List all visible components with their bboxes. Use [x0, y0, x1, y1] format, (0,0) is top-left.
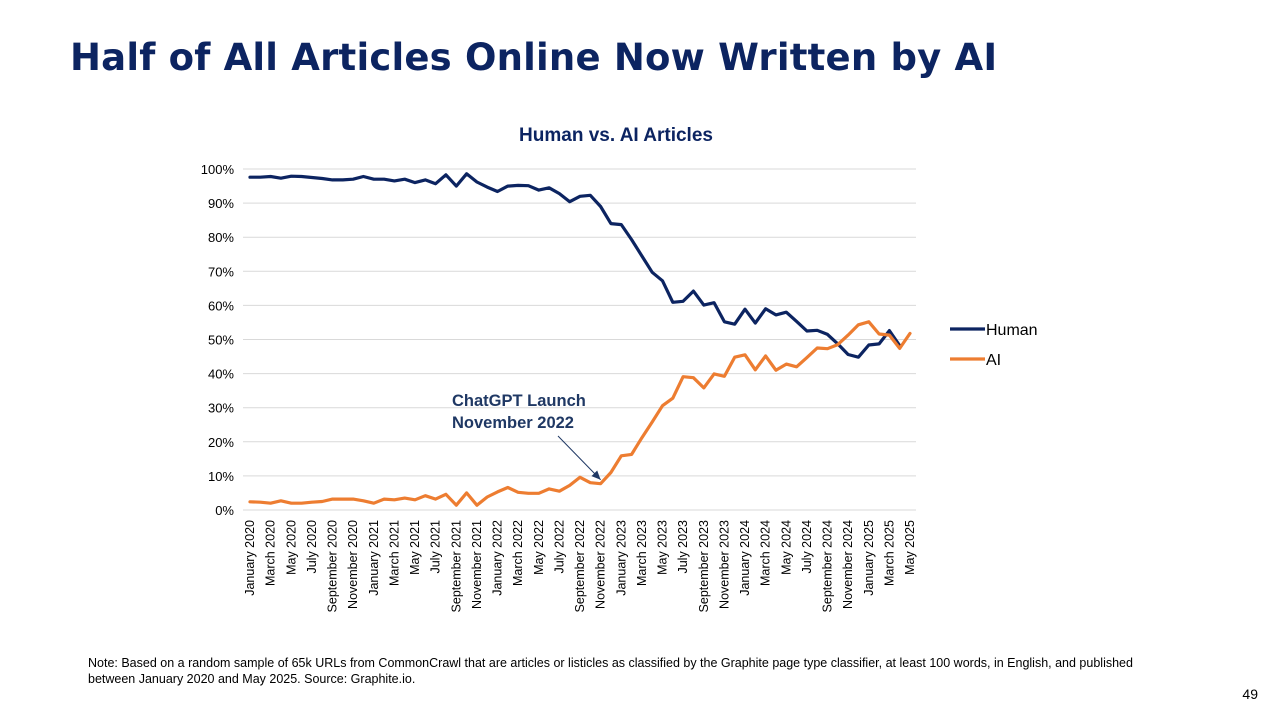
legend-label-ai: AI	[986, 352, 1001, 369]
y-tick-label: 60%	[208, 298, 234, 313]
x-tick-label: January 2022	[491, 520, 505, 596]
x-tick-label: May 2021	[408, 520, 422, 575]
x-tick-label: November 2024	[841, 520, 855, 609]
x-tick-label: September 2024	[821, 520, 835, 612]
x-tick-label: July 2024	[800, 520, 814, 574]
x-tick-label: March 2020	[264, 520, 278, 586]
x-tick-label: November 2022	[594, 520, 608, 609]
annotation-line1: ChatGPT Launch	[452, 392, 586, 410]
x-axis-ticks: January 2020 March 2020 May 2020 July 2020 S…	[243, 520, 917, 612]
y-tick-label: 20%	[208, 435, 234, 450]
x-tick-label: May 2022	[532, 520, 546, 575]
x-tick-label: March 2022	[511, 520, 525, 586]
x-tick-label: September 2020	[326, 520, 340, 612]
slide-title: Half of All Articles Online Now Written …	[70, 36, 998, 79]
footnote: Note: Based on a random sample of 65k UR…	[88, 656, 1133, 686]
y-axis-ticks: 0% 10% 20% 30% 40% 50% 60% 70% 80% 90% 100%	[201, 162, 235, 518]
x-tick-label: January 2020	[243, 520, 257, 596]
x-tick-label: March 2021	[387, 520, 401, 586]
annotation-line2: November 2022	[452, 414, 574, 432]
x-tick-label: May 2025	[903, 520, 917, 575]
annotation: ChatGPT Launch November 2022	[452, 392, 601, 481]
x-tick-label: July 2021	[429, 520, 443, 574]
y-tick-label: 90%	[208, 196, 234, 211]
page-number: 49	[1242, 686, 1258, 702]
legend-label-human: Human	[986, 322, 1038, 339]
x-tick-label: January 2025	[862, 520, 876, 596]
y-tick-label: 10%	[208, 469, 234, 484]
y-tick-label: 50%	[208, 333, 234, 348]
y-tick-label: 0%	[215, 503, 234, 518]
x-tick-label: March 2025	[882, 520, 896, 586]
x-tick-label: July 2020	[305, 520, 319, 574]
x-tick-label: March 2024	[759, 520, 773, 586]
x-tick-label: September 2022	[573, 520, 587, 612]
line-chart: Human vs. AI Articles 0% 10% 20% 30% 40% 50% 6…	[201, 125, 1038, 612]
x-tick-label: January 2024	[738, 520, 752, 596]
gridlines	[243, 168, 916, 511]
x-tick-label: July 2023	[676, 520, 690, 574]
y-tick-label: 80%	[208, 230, 234, 245]
chart-title: Human vs. AI Articles	[519, 125, 713, 146]
series-lines	[248, 172, 912, 507]
y-tick-label: 100%	[201, 162, 235, 177]
x-tick-label: March 2023	[635, 520, 649, 586]
x-tick-label: May 2024	[779, 520, 793, 575]
x-tick-label: September 2021	[449, 520, 463, 612]
y-tick-label: 70%	[208, 264, 234, 279]
x-tick-label: July 2022	[552, 520, 566, 574]
x-tick-label: November 2023	[717, 520, 731, 609]
x-tick-label: May 2020	[284, 520, 298, 575]
x-tick-label: May 2023	[656, 520, 670, 575]
series-line-human	[248, 172, 902, 359]
y-tick-label: 40%	[208, 367, 234, 382]
x-tick-label: November 2020	[346, 520, 360, 609]
annotation-arrowhead	[591, 470, 601, 480]
x-tick-label: September 2023	[697, 520, 711, 612]
y-tick-label: 30%	[208, 401, 234, 416]
x-tick-label: January 2021	[367, 520, 381, 596]
annotation-arrow-line	[557, 435, 601, 481]
legend: Human AI	[950, 322, 1038, 369]
x-tick-label: January 2023	[614, 520, 628, 596]
x-tick-label: November 2021	[470, 520, 484, 609]
series-line-ai	[248, 320, 912, 507]
